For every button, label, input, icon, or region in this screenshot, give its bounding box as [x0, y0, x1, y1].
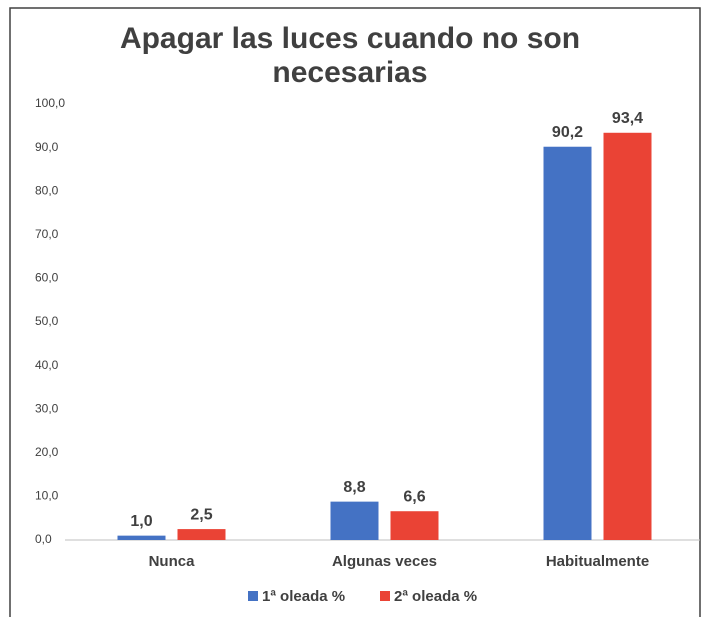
x-tick-label: Algunas veces: [332, 553, 437, 570]
y-tick-label: 90,0: [35, 140, 59, 154]
y-tick-label: 20,0: [35, 445, 59, 459]
value-label: 2,5: [190, 506, 212, 523]
y-tick-label: 40,0: [35, 358, 59, 372]
bar: [390, 511, 439, 540]
chart-border: [9, 7, 701, 617]
y-tick-label: 10,0: [35, 489, 59, 503]
y-tick-label: 80,0: [35, 183, 59, 197]
value-label: 1,0: [130, 513, 152, 530]
x-tick-label: Habitualmente: [546, 553, 649, 570]
legend-swatch: [248, 591, 258, 601]
y-tick-label: 70,0: [35, 227, 59, 241]
y-tick-label: 0,0: [35, 532, 52, 546]
bar: [543, 146, 592, 540]
bar: [177, 529, 226, 540]
value-label: 90,2: [552, 124, 583, 141]
value-label: 93,4: [612, 110, 643, 127]
value-label: 6,6: [403, 488, 425, 505]
bar: [603, 132, 652, 540]
legend-label: 2ª oleada %: [394, 588, 477, 605]
value-label: 8,8: [343, 479, 365, 496]
y-tick-label: 30,0: [35, 401, 59, 415]
legend-label: 1ª oleada %: [262, 588, 345, 605]
y-tick-label: 60,0: [35, 271, 59, 285]
bar: [117, 535, 166, 540]
bar: [330, 501, 379, 540]
y-tick-label: 50,0: [35, 314, 59, 328]
legend-swatch: [380, 591, 390, 601]
x-tick-label: Nunca: [149, 553, 196, 570]
chart-title: Apagar las luces cuando no son necesaria…: [119, 22, 581, 89]
y-tick-label: 100,0: [35, 96, 65, 110]
